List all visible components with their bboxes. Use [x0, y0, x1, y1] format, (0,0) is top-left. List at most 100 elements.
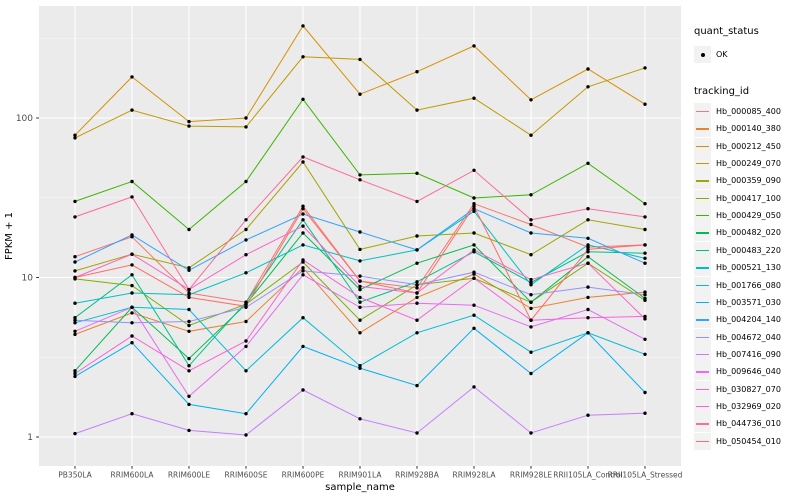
data-point — [358, 366, 362, 370]
data-point — [244, 125, 248, 129]
data-point — [73, 269, 77, 273]
x-tick-label: RRIM600LA — [111, 471, 155, 480]
data-point — [73, 260, 77, 264]
data-point — [301, 207, 305, 211]
line-swatch-icon — [696, 215, 709, 217]
data-point — [301, 204, 305, 208]
legend-item-Hb_004204_140: Hb_004204_140 — [694, 311, 781, 329]
line-swatch-icon — [696, 301, 709, 304]
legend-item-label: OK — [716, 50, 728, 59]
legend-item-Hb_044736_010: Hb_044736_010 — [694, 415, 781, 433]
data-point — [529, 371, 533, 376]
legend-item-label: Hb_004204_140 — [716, 315, 781, 325]
legend-item-label: Hb_001766_080 — [716, 280, 781, 290]
data-point — [472, 276, 476, 280]
data-point — [358, 259, 362, 263]
data-point — [187, 287, 191, 292]
legend-item-label: Hb_000429_050 — [716, 211, 781, 221]
legend-item-Hb_009646_040: Hb_009646_040 — [694, 363, 781, 381]
data-point — [244, 433, 248, 437]
data-point — [415, 283, 419, 287]
legend-item-label: Hb_000483_220 — [716, 245, 781, 255]
data-point — [472, 243, 476, 247]
data-point — [244, 369, 248, 373]
data-point — [301, 258, 305, 262]
data-point — [358, 417, 362, 421]
data-point — [643, 215, 647, 219]
legend-title-quant-status: quant_status — [694, 26, 759, 37]
data-point — [301, 269, 305, 273]
data-point — [586, 250, 590, 254]
x-tick-label: RRIM901LA — [339, 471, 383, 480]
data-point — [187, 394, 191, 398]
data-point — [301, 212, 305, 216]
data-point — [358, 287, 362, 292]
data-point — [301, 231, 305, 235]
data-point — [643, 102, 647, 106]
data-point — [244, 116, 248, 120]
x-tick-label: RRIM928LA — [453, 471, 497, 480]
data-point — [472, 96, 476, 100]
data-point — [529, 193, 533, 197]
legend-key — [694, 363, 711, 381]
legend-key — [694, 293, 711, 311]
data-point — [415, 431, 419, 435]
data-point — [244, 218, 248, 222]
data-point — [643, 256, 647, 260]
data-point — [73, 316, 77, 320]
legend-item-label: Hb_000482_020 — [716, 228, 781, 238]
data-point — [187, 364, 191, 368]
data-point — [244, 253, 248, 257]
data-point — [358, 295, 362, 300]
data-point — [529, 318, 533, 322]
data-point — [358, 274, 362, 278]
data-point — [301, 224, 305, 228]
data-point — [130, 283, 134, 288]
legend-key — [694, 345, 711, 363]
data-point — [358, 331, 362, 335]
legend-key — [694, 224, 711, 242]
legend-item-label: Hb_000417_100 — [716, 193, 781, 203]
data-point — [472, 270, 476, 274]
data-point — [529, 306, 533, 311]
data-point — [130, 233, 134, 237]
data-point — [73, 133, 77, 137]
legend-key — [694, 311, 711, 329]
data-point — [415, 383, 419, 388]
data-point — [244, 271, 248, 275]
line-swatch-icon — [696, 336, 709, 338]
data-point — [73, 332, 77, 337]
data-point — [130, 334, 134, 338]
line-swatch-icon — [696, 371, 709, 373]
data-point — [73, 215, 77, 219]
data-point — [301, 266, 305, 270]
line-swatch-icon — [696, 180, 709, 182]
data-point — [301, 160, 305, 164]
legend-item-Hb_000249_070: Hb_000249_070 — [694, 155, 781, 173]
legend-item-Hb_000140_380: Hb_000140_380 — [694, 120, 781, 138]
line-swatch-icon — [696, 111, 709, 113]
line-swatch-icon — [696, 353, 709, 356]
data-point — [358, 92, 362, 96]
data-point — [529, 98, 533, 102]
data-point — [586, 207, 590, 211]
data-point — [358, 57, 362, 62]
legend-key — [694, 328, 711, 346]
line-swatch-icon — [696, 405, 709, 408]
data-point — [586, 285, 590, 289]
data-point — [301, 24, 305, 28]
legend-item-label: Hb_044736_010 — [716, 419, 781, 429]
data-point — [415, 291, 419, 295]
data-point — [244, 227, 248, 232]
data-point — [187, 268, 191, 272]
data-point — [244, 412, 248, 416]
data-point — [187, 356, 191, 361]
data-point — [586, 413, 590, 417]
data-point — [358, 318, 362, 322]
line-swatch-icon — [696, 249, 709, 252]
legend-item-Hb_000429_050: Hb_000429_050 — [694, 207, 781, 225]
data-point — [529, 431, 533, 435]
legend-item-Hb_001766_080: Hb_001766_080 — [694, 276, 781, 294]
data-point — [244, 179, 248, 184]
